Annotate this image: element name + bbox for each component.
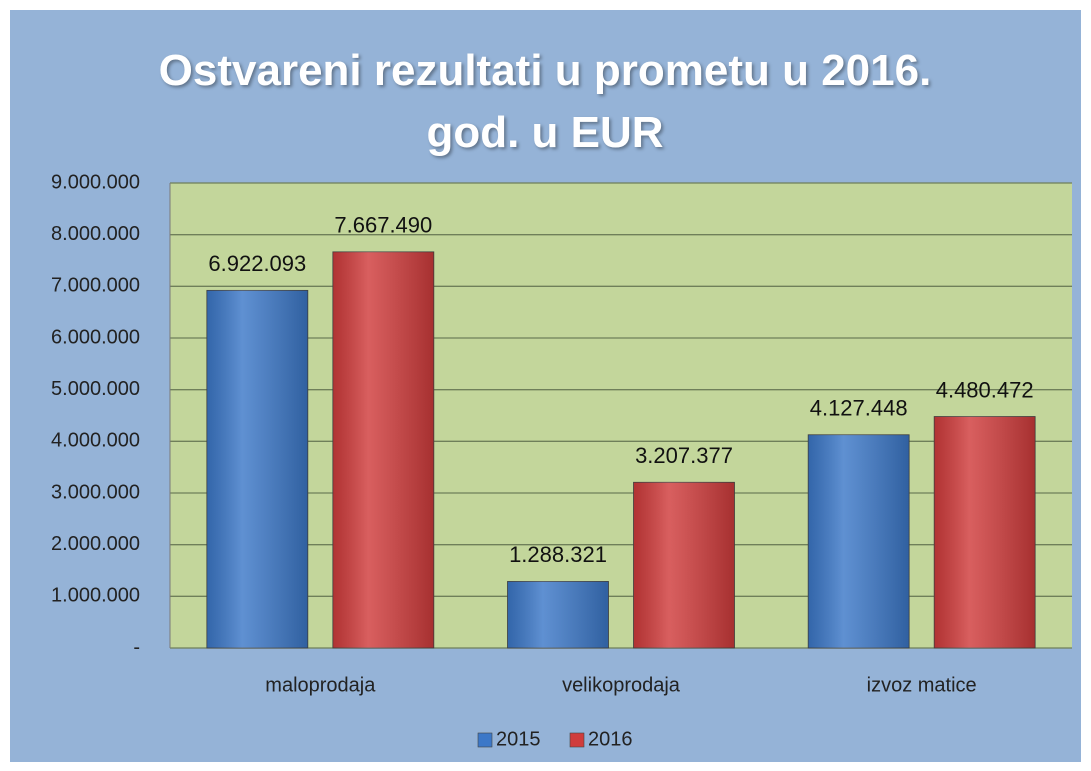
y-tick-label: 2.000.000	[51, 533, 140, 555]
y-tick-label: -	[133, 636, 140, 658]
bar-shine	[206, 290, 308, 648]
data-label: 4.480.472	[936, 377, 1034, 402]
bar-shine	[934, 416, 1036, 648]
y-tick-label: 9.000.000	[51, 171, 140, 193]
legend-swatch	[477, 732, 493, 748]
x-tick-label: izvoz matice	[867, 674, 977, 696]
y-tick-label: 5.000.000	[51, 378, 140, 400]
chart-title: Ostvareni rezultati u prometu u 2016. go…	[158, 46, 932, 157]
data-label: 7.667.490	[334, 213, 432, 238]
legend-label: 2016	[588, 728, 633, 750]
y-tick-label: 4.000.000	[51, 430, 140, 452]
y-tick-label: 8.000.000	[51, 223, 140, 245]
data-label: 3.207.377	[635, 443, 733, 468]
data-label: 6.922.093	[208, 251, 306, 276]
legend-label: 2015	[496, 728, 541, 750]
data-label: 4.127.448	[810, 396, 908, 421]
y-tick-label: 6.000.000	[51, 326, 140, 348]
bar-shine	[808, 434, 910, 648]
legend-swatch	[569, 732, 585, 748]
y-tick-label: 1.000.000	[51, 585, 140, 607]
x-tick-label: maloprodaja	[265, 674, 376, 696]
data-label: 1.288.321	[509, 542, 607, 567]
plot-area	[170, 183, 1072, 648]
x-tick-label: velikoprodaja	[562, 674, 681, 696]
bar-shine	[507, 581, 609, 648]
bar-shine	[633, 482, 735, 648]
y-tick-label: 7.000.000	[51, 275, 140, 297]
bar-shine	[332, 251, 434, 648]
y-tick-label: 3.000.000	[51, 481, 140, 503]
